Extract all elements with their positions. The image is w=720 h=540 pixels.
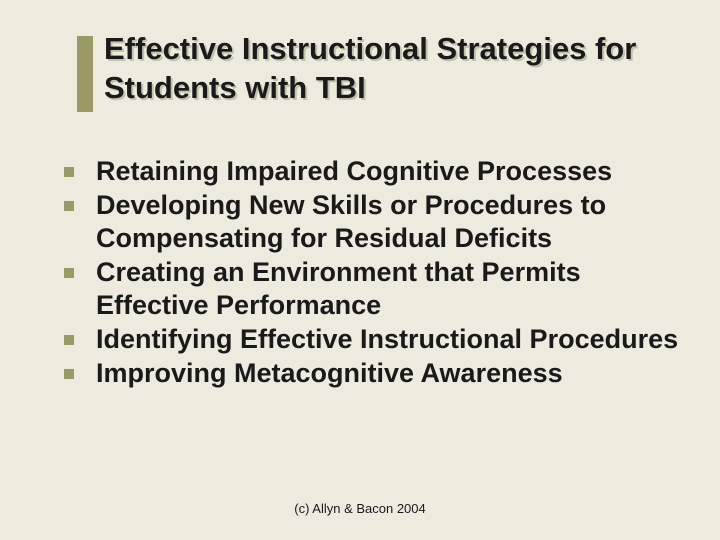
- list-item: Identifying Effective Instructional Proc…: [64, 323, 690, 355]
- slide-title: Effective Instructional Strategies for S…: [104, 30, 690, 108]
- bullet-text: Improving Metacognitive Awareness: [96, 357, 563, 389]
- square-bullet-icon: [64, 369, 74, 379]
- list-item: Improving Metacognitive Awareness: [64, 357, 690, 389]
- title-block: Effective Instructional Strategies for S…: [104, 30, 690, 108]
- slide: Effective Instructional Strategies for S…: [0, 0, 720, 540]
- bullet-list: Retaining Impaired Cognitive Processes D…: [64, 155, 690, 390]
- list-item: Creating an Environment that Permits Eff…: [64, 256, 690, 321]
- square-bullet-icon: [64, 335, 74, 345]
- bullet-text: Creating an Environment that Permits Eff…: [96, 256, 690, 321]
- bullet-text: Retaining Impaired Cognitive Processes: [96, 155, 612, 187]
- square-bullet-icon: [64, 268, 74, 278]
- list-item: Retaining Impaired Cognitive Processes: [64, 155, 690, 187]
- content-block: Retaining Impaired Cognitive Processes D…: [64, 155, 690, 392]
- bullet-text: Developing New Skills or Procedures to C…: [96, 189, 690, 254]
- list-item: Developing New Skills or Procedures to C…: [64, 189, 690, 254]
- footer-copyright: (c) Allyn & Bacon 2004: [0, 501, 720, 516]
- square-bullet-icon: [64, 201, 74, 211]
- bullet-text: Identifying Effective Instructional Proc…: [96, 323, 678, 355]
- title-accent-bar: [77, 36, 93, 112]
- square-bullet-icon: [64, 167, 74, 177]
